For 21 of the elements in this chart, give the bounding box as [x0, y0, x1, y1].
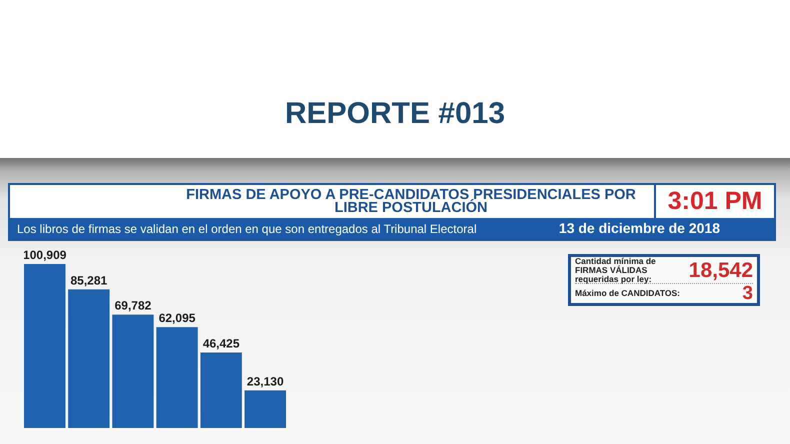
data-label: 69,782 — [114, 298, 152, 313]
data-label: 23,130 — [246, 374, 284, 388]
chart-subtitle: Los libros de firmas se validan en el orden en que son entregados al Tribunal Electoral — [17, 222, 477, 236]
text: Máximo de CANDIDATOS: — [575, 288, 680, 298]
data-label: 85,281 — [70, 273, 108, 288]
text: REPORTE #013 — [284, 97, 506, 131]
data-label: 62,095 — [158, 311, 196, 326]
text: Cantidad mínima de FIRMAS VÁLIDAS requeridas por ley: — [575, 256, 657, 284]
bar — [24, 264, 66, 428]
bar — [244, 390, 286, 428]
text: FIRMAS DE APOYO A PRE-CANDIDATOS PRESIDENCIALES POR LIBRE POSTULACIÓN — [185, 186, 637, 218]
text: 13 de diciembre de 2018 — [558, 220, 720, 236]
text: 3 — [742, 282, 753, 304]
bar — [68, 289, 110, 428]
data-label: 46,425 — [202, 336, 240, 351]
bar — [112, 314, 154, 428]
bar — [200, 352, 242, 428]
bar — [156, 327, 198, 428]
text: 3:01 PM — [666, 186, 764, 217]
text: 18,542 — [688, 258, 753, 282]
data-label: 100,909 — [23, 248, 67, 262]
